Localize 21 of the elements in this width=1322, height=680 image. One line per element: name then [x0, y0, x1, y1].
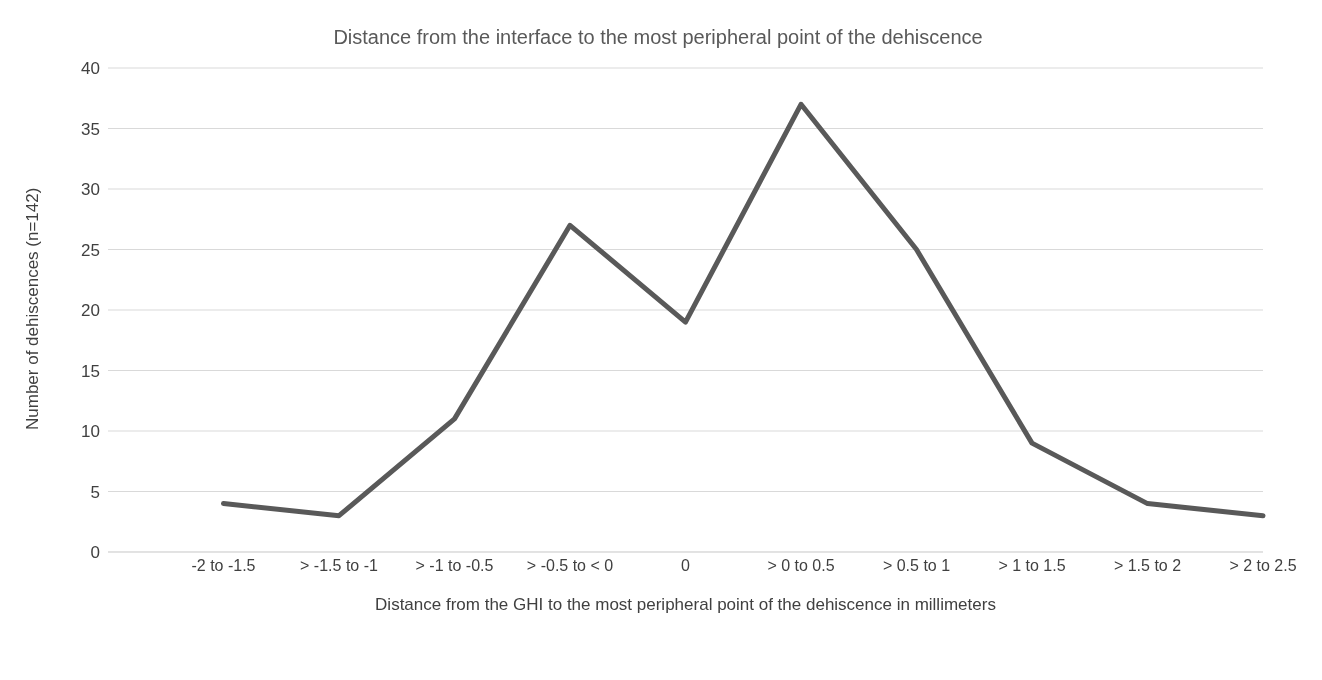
chart-title: Distance from the interface to the most peripheral point of the dehiscence [332, 26, 984, 50]
x-tick-label: > 2 to 2.5 [1229, 557, 1297, 575]
y-tick-label: 15 [81, 361, 100, 381]
y-axis-title: Number of dehiscences (n=142) [23, 187, 43, 430]
x-tick-label: > -1.5 to -1 [300, 557, 379, 575]
x-tick-label: > -1 to -0.5 [415, 557, 494, 575]
y-tick-label: 40 [81, 59, 100, 79]
x-tick-label: > 0 to 0.5 [767, 557, 835, 575]
y-tick-label: 10 [81, 422, 100, 442]
x-tick-label: -2 to -1.5 [191, 557, 256, 575]
y-tick-label: 5 [90, 482, 100, 502]
x-tick-label: > 1.5 to 2 [1113, 557, 1182, 575]
x-tick-label: > 1 to 1.5 [998, 557, 1066, 575]
y-tick-label: 35 [81, 119, 100, 139]
x-axis-title: Distance from the GHI to the most peripheral point of the dehiscence in millimeters [375, 595, 996, 614]
x-tick-label: > 0.5 to 1 [882, 557, 951, 575]
x-tick-label: 0 [681, 557, 691, 575]
y-tick-label: 20 [81, 301, 100, 321]
y-tick-label: 25 [81, 240, 100, 260]
x-tick-label: > -0.5 to < 0 [526, 557, 614, 575]
y-tick-label: 30 [81, 180, 100, 200]
